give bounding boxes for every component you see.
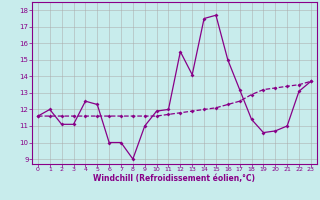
X-axis label: Windchill (Refroidissement éolien,°C): Windchill (Refroidissement éolien,°C): [93, 174, 255, 183]
